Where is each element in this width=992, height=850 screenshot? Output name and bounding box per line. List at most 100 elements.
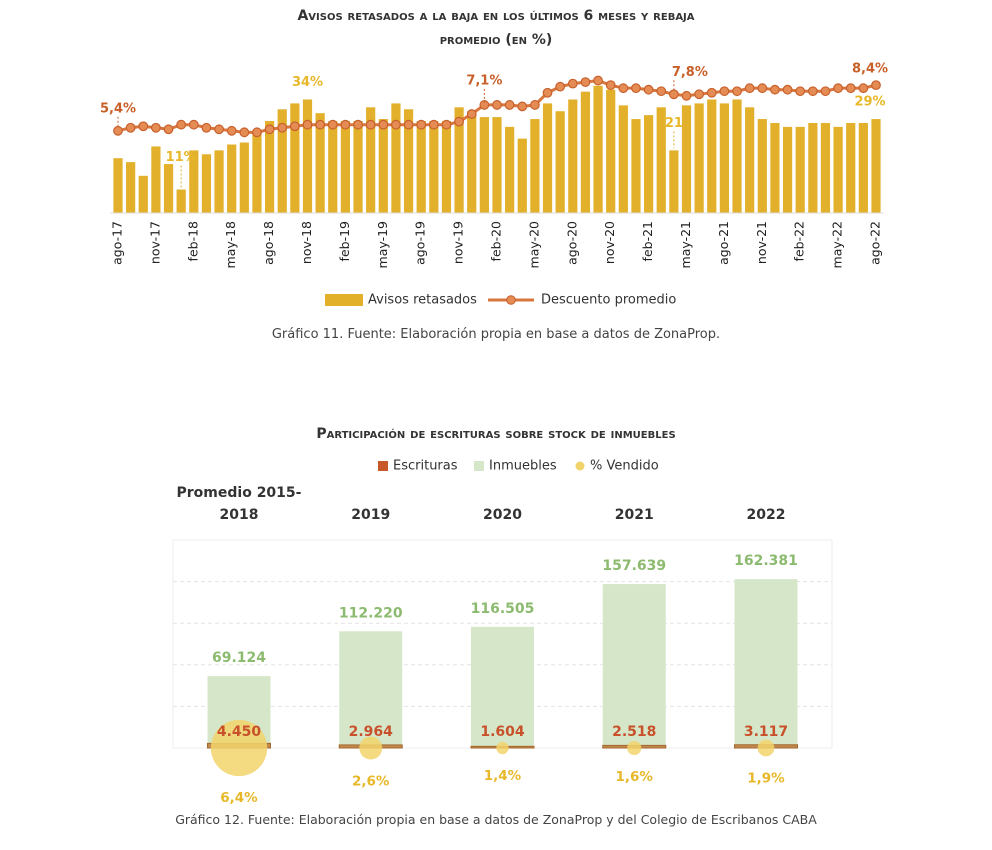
bar xyxy=(808,122,818,213)
bar xyxy=(606,89,616,213)
caption: Gráfico 12. Fuente: Elaboración propia e… xyxy=(175,812,817,827)
line-point xyxy=(567,78,578,89)
line-point xyxy=(479,100,490,110)
bar xyxy=(707,99,717,213)
bar xyxy=(871,119,881,213)
x-tick-label: feb-20 xyxy=(489,221,504,261)
line-point xyxy=(302,119,313,130)
bar xyxy=(669,150,679,213)
data-label: 6,4% xyxy=(220,790,258,806)
bar xyxy=(530,119,540,213)
bar xyxy=(201,154,212,213)
line-point xyxy=(428,119,439,130)
line-point xyxy=(201,122,212,133)
line-point xyxy=(113,125,123,136)
bar xyxy=(580,91,591,213)
line-point xyxy=(858,83,869,94)
bar xyxy=(163,164,174,213)
legend-label: Inmuebles xyxy=(489,459,557,474)
x-tick-label: feb-18 xyxy=(185,221,200,261)
legend-swatch xyxy=(325,294,363,306)
bar xyxy=(593,85,603,213)
x-tick-label: nov-19 xyxy=(451,221,466,264)
line-point xyxy=(150,122,161,133)
line-point xyxy=(833,83,843,94)
bubble xyxy=(496,741,509,755)
line-point xyxy=(340,119,351,130)
line-point xyxy=(163,124,174,135)
line-point xyxy=(441,119,452,130)
line-point xyxy=(593,75,603,86)
bar xyxy=(479,117,489,213)
line-point xyxy=(770,84,780,95)
data-label: 7,1% xyxy=(466,73,502,88)
x-tick-label: nov-21 xyxy=(754,221,769,264)
data-label: 5,4% xyxy=(100,101,136,116)
bar xyxy=(252,130,262,213)
bar xyxy=(467,111,477,213)
x-tick-label: ago-20 xyxy=(564,221,579,265)
bar xyxy=(568,99,578,213)
bubble xyxy=(627,740,642,756)
bar xyxy=(644,115,654,213)
line-point xyxy=(580,77,591,87)
x-tick-label: ago-21 xyxy=(716,221,731,265)
line-point xyxy=(416,119,427,130)
line-point xyxy=(845,83,856,94)
data-label: 2,6% xyxy=(352,773,390,789)
bar xyxy=(492,117,502,213)
bar xyxy=(339,631,403,748)
x-tick-label: may-18 xyxy=(223,221,238,268)
line-point xyxy=(504,100,515,110)
chart-title: Avisos retasados a la baja en los último… xyxy=(297,8,695,48)
line-point xyxy=(656,86,667,97)
bar xyxy=(631,119,641,213)
line-point xyxy=(757,83,768,94)
line-point xyxy=(820,86,831,97)
line-point xyxy=(403,119,414,130)
data-label: 157.639 xyxy=(602,558,666,574)
bar xyxy=(441,121,452,213)
line-point xyxy=(668,89,679,100)
line-point xyxy=(732,86,742,97)
data-label: 1.604 xyxy=(480,724,525,740)
x-tick-label: ago-19 xyxy=(413,221,428,265)
bar xyxy=(656,107,666,213)
bar xyxy=(429,121,439,213)
data-label: 7,8% xyxy=(672,65,708,80)
bar xyxy=(734,579,798,748)
line-point xyxy=(138,121,149,132)
bubble xyxy=(757,739,775,757)
line-point xyxy=(239,127,250,138)
x-tick-label: feb-19 xyxy=(337,221,352,261)
bar xyxy=(214,150,224,213)
bar xyxy=(277,109,287,213)
line-point xyxy=(719,86,730,97)
data-label: 11% xyxy=(166,150,197,165)
legend-label: Escrituras xyxy=(393,459,458,474)
bubble xyxy=(359,736,383,760)
bar xyxy=(542,103,553,213)
x-tick-label: may-22 xyxy=(830,221,845,268)
bar xyxy=(694,103,704,213)
line-point xyxy=(517,101,528,112)
line-point xyxy=(264,124,275,135)
line-point xyxy=(681,90,692,101)
data-label: 3.117 xyxy=(744,724,788,740)
x-tick-label: 2020 xyxy=(483,507,522,523)
bar xyxy=(820,122,831,213)
line-point xyxy=(706,87,717,98)
caption: Gráfico 11. Fuente: Elaboración propia e… xyxy=(271,327,721,342)
legend-label: Descuento promedio xyxy=(541,293,676,308)
line-point xyxy=(530,100,540,110)
x-tick-label: nov-18 xyxy=(299,221,314,264)
line-point xyxy=(125,122,136,133)
data-label: 21 xyxy=(665,116,683,131)
bar xyxy=(833,126,843,213)
bar xyxy=(353,121,363,213)
line-point xyxy=(353,119,363,130)
x-tick-label: Promedio 2015-2018 xyxy=(176,485,302,523)
x-tick-label: 2019 xyxy=(351,507,391,523)
x-tick-label: feb-22 xyxy=(792,221,807,261)
